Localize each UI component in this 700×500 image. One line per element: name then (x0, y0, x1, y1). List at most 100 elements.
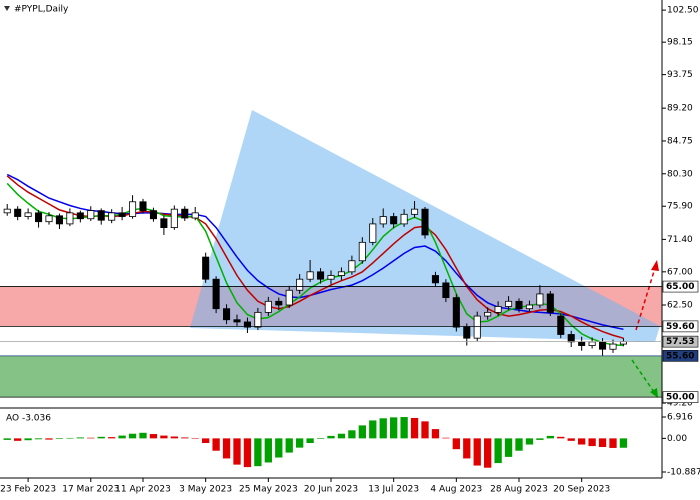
ao-bar (379, 418, 387, 439)
y-tick-label: 0.00 (667, 434, 687, 444)
arrows (631, 260, 659, 398)
ao-bar (296, 438, 304, 448)
ao-bar (316, 438, 325, 439)
candle-body (87, 210, 95, 220)
ao-bar (348, 430, 356, 439)
ao-bar (327, 435, 335, 439)
ao-bar (557, 436, 565, 439)
candle-body (337, 271, 345, 276)
ao-bar (118, 435, 126, 439)
candle-body (191, 212, 199, 219)
candle-body (557, 315, 565, 335)
candle-body (358, 241, 366, 262)
y-tick-label: 67.00 (667, 267, 693, 277)
y-tick-label: 49.20 (667, 399, 693, 409)
price-zone (0, 355, 662, 398)
price-tag-label: 57.53 (666, 337, 694, 347)
candle-body (118, 212, 126, 217)
x-tick-label: 28 Aug 2023 (490, 485, 548, 495)
candle-body (463, 326, 471, 339)
candle-body (400, 213, 408, 225)
ao-bar (369, 420, 377, 439)
ao-bar (191, 438, 199, 439)
ao-bar (275, 438, 283, 458)
y-tick-label: 75.90 (667, 202, 693, 212)
ao-bar (473, 438, 481, 466)
candle-body (473, 315, 481, 339)
candle-body (3, 208, 11, 214)
price-tag (662, 320, 699, 333)
candle-body (285, 289, 293, 306)
x-tick-label: 17 Mar 2023 (62, 485, 119, 495)
candle-body (233, 319, 241, 323)
candle-body (202, 256, 210, 280)
candle-body (76, 212, 84, 220)
x-tick-label: 23 Feb 2023 (0, 485, 56, 495)
ao-bar (14, 438, 22, 441)
ao-bar (463, 438, 471, 459)
x-tick-label: 11 Apr 2023 (115, 485, 171, 495)
candle-body (264, 300, 272, 313)
price-tag-label: 65.00 (666, 282, 694, 292)
price-tag (662, 335, 699, 348)
candle-body (567, 334, 575, 343)
candle-body (421, 208, 429, 236)
candle-body (275, 300, 283, 306)
candle-body (35, 212, 43, 223)
candle-body (66, 212, 74, 225)
ao-bar (410, 417, 419, 439)
ao-bar (358, 425, 366, 439)
ao-bar (442, 437, 450, 439)
ao-bar (128, 433, 137, 439)
y-tick-label: 62.50 (667, 301, 693, 311)
candle-body (243, 321, 251, 328)
candle-body (223, 308, 231, 321)
y-tick-label: 102.50 (667, 6, 699, 16)
ao-bar (515, 438, 523, 451)
ao-bar (212, 438, 220, 451)
x-tick-label: 20 Jun 2023 (304, 485, 358, 495)
candle-body (484, 311, 492, 317)
ao-bar (66, 438, 74, 439)
candle-body (411, 208, 419, 215)
ao-bar (431, 429, 440, 439)
candle-body (599, 341, 607, 350)
x-tick-label: 3 May 2023 (179, 485, 232, 495)
candle-body (14, 208, 22, 217)
ao-bar (337, 433, 346, 439)
ao-bar (139, 432, 147, 439)
price-tag (662, 391, 699, 403)
price-tag-label: 55.60 (666, 351, 694, 361)
candle-body (609, 343, 617, 350)
arrowhead-down (650, 388, 658, 398)
ao-bar (202, 438, 210, 443)
ao-bar (525, 438, 534, 445)
y-tick-label: 6.916 (667, 412, 693, 422)
ao-bar (243, 438, 252, 468)
ao-bar (546, 435, 554, 439)
candle-body (390, 216, 398, 225)
ao-bar (87, 437, 95, 439)
candle-body (452, 297, 460, 328)
ao-bar (233, 438, 241, 465)
ao-bar (34, 438, 43, 440)
ao-bar (3, 438, 11, 440)
arrowhead-up (651, 260, 659, 271)
ao-bar (421, 421, 429, 439)
ao-bar (181, 437, 189, 439)
ao-bar (160, 435, 168, 439)
candle-body (139, 201, 147, 212)
candle-body (97, 210, 105, 221)
y-tick-label: 71.40 (667, 235, 693, 245)
ao-bar (588, 438, 596, 447)
ao-bar (24, 438, 32, 441)
candle-body (327, 275, 335, 280)
ao-bar (264, 438, 272, 463)
symbol-icon (4, 6, 10, 11)
ao-bar (285, 438, 293, 453)
candle-body (431, 275, 439, 284)
candle-body (254, 311, 262, 328)
ao-bar (494, 438, 502, 464)
x-tick-label: 25 May 2023 (239, 485, 298, 495)
x-tick-label: 4 Aug 2023 (430, 485, 482, 495)
